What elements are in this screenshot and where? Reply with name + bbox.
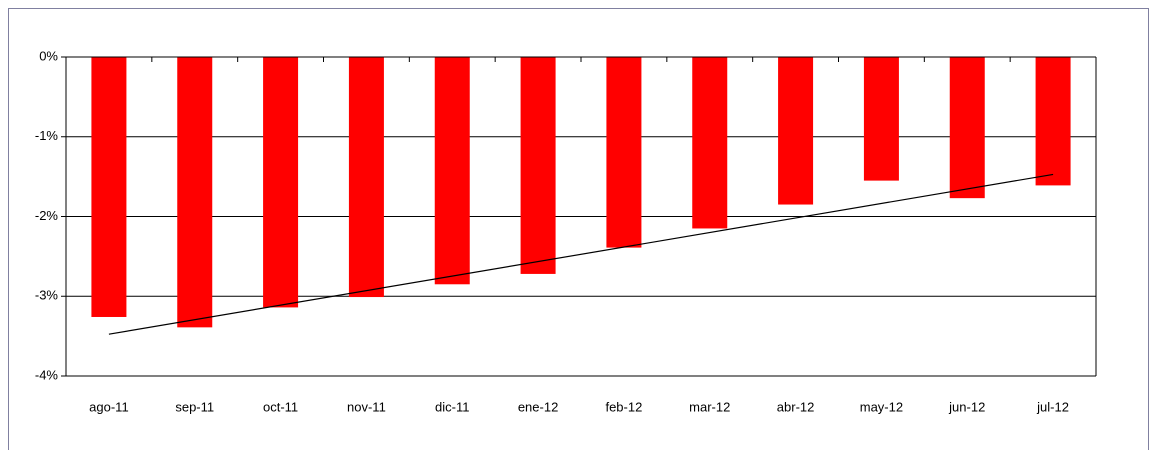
x-tick-label: nov-11 — [347, 399, 386, 414]
x-tick-label: ago-11 — [89, 399, 129, 414]
bar — [91, 57, 127, 317]
x-tick-label: feb-12 — [605, 399, 642, 414]
x-tick-label: jul-12 — [1036, 399, 1069, 414]
chart-border — [8, 8, 1149, 450]
bar — [177, 57, 213, 328]
x-tick-label: mar-12 — [689, 399, 730, 414]
y-tick-label: -3% — [35, 288, 59, 303]
x-tick-label: ene-12 — [518, 399, 558, 414]
bar — [263, 57, 299, 308]
x-tick-label: abr-12 — [777, 399, 815, 414]
x-tick-label: dic-11 — [435, 399, 469, 414]
trend-line — [108, 173, 1054, 335]
y-tick-label: -1% — [35, 128, 59, 143]
bar — [778, 57, 814, 205]
bar — [348, 57, 384, 298]
bar — [1035, 57, 1071, 186]
x-tick-label: sep-11 — [175, 399, 214, 414]
bar — [606, 57, 642, 248]
bar — [520, 57, 556, 274]
bar — [863, 57, 899, 181]
bar — [434, 57, 470, 285]
y-tick-label: 0% — [39, 48, 58, 63]
x-tick-label: may-12 — [860, 399, 903, 414]
x-tick-label: jun-12 — [948, 399, 985, 414]
y-tick-label: -4% — [35, 367, 59, 382]
x-tick-label: oct-11 — [263, 399, 298, 414]
bar — [692, 57, 728, 229]
y-tick-label: -2% — [35, 208, 59, 223]
bar — [949, 57, 985, 199]
